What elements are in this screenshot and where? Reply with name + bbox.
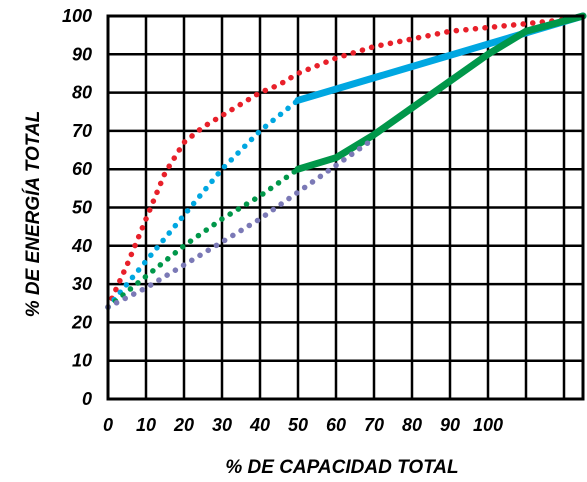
series-layer [105,12,587,310]
x-tick-label: 70 [364,415,384,435]
series-line-4-solid [294,12,587,173]
x-tick-label: 80 [402,415,422,435]
series-line-1-dotted [105,97,301,310]
x-tick-label: 40 [249,415,270,435]
y-tick-label: 40 [71,236,92,256]
x-tick-label: 0 [103,415,113,435]
y-tick-label: 30 [72,274,92,294]
plot-frame [106,14,585,401]
x-tick-labels: 0 10 20 30 40 50 60 70 80 90 100 [103,415,503,435]
y-tick-label: 60 [72,159,92,179]
x-axis-title: % DE CAPACIDAD TOTAL [225,457,458,478]
x-tick-label: 60 [326,415,346,435]
y-tick-label: 70 [72,121,92,141]
x-tick-label: 10 [136,415,156,435]
x-tick-label: 30 [212,415,232,435]
grid [108,16,583,399]
y-tick-label: 20 [71,312,92,332]
y-tick-label: 100 [62,6,92,26]
y-axis-title: % DE ENERGÍA TOTAL [22,111,44,318]
y-tick-label: 50 [72,198,92,218]
series-line-0-dotted [105,13,586,310]
y-tick-label: 90 [72,44,92,64]
x-tick-label: 20 [173,415,194,435]
y-tick-labels: 0 10 20 30 40 50 60 70 80 90 100 [62,6,92,409]
y-tick-label: 10 [72,351,92,371]
x-tick-label: 90 [440,415,460,435]
x-tick-label: 100 [473,415,503,435]
y-tick-label: 0 [82,389,92,409]
series-line-3-dotted [105,166,301,310]
series-line-5-dotted [105,135,377,310]
x-tick-label: 50 [288,415,308,435]
y-tick-label: 80 [72,83,92,103]
